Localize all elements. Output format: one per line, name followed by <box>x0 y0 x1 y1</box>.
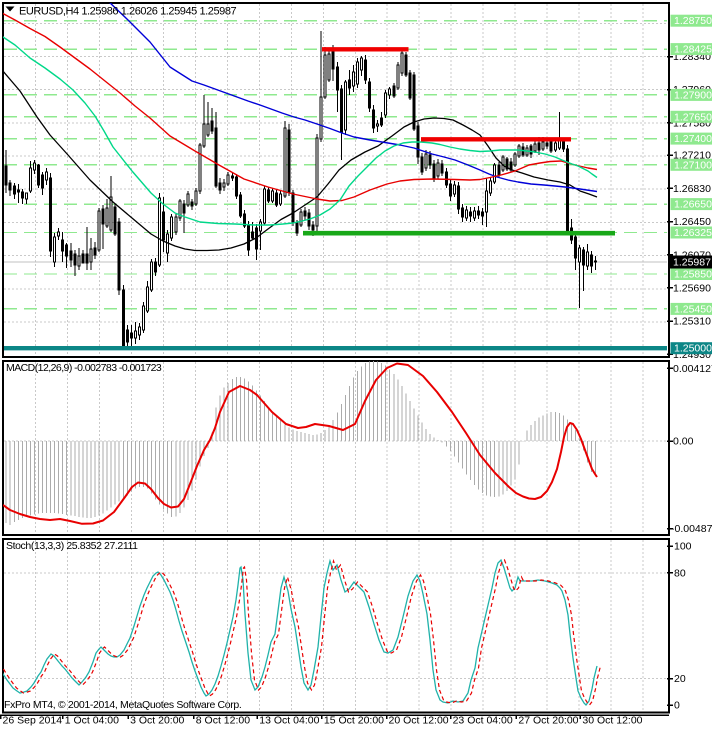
svg-text:MACD(12,26,9) -0.002783 -0.001: MACD(12,26,9) -0.002783 -0.001723 <box>6 362 162 374</box>
svg-text:1.25690: 1.25690 <box>673 282 711 294</box>
svg-text:1.25987: 1.25987 <box>673 257 711 269</box>
svg-text:1.27400: 1.27400 <box>674 133 712 145</box>
svg-text:EURUSD,H4 1.25986 1.26026 1.2: EURUSD,H4 1.25986 1.26026 1.25945 1.2598… <box>19 6 237 18</box>
svg-text:1.27900: 1.27900 <box>674 89 712 101</box>
svg-text:80: 80 <box>674 567 686 579</box>
svg-text:1.25850: 1.25850 <box>674 268 712 280</box>
svg-text:20: 20 <box>674 673 686 685</box>
svg-text:0.00: 0.00 <box>673 436 694 448</box>
svg-text:20 Oct 12:00: 20 Oct 12:00 <box>389 715 449 727</box>
svg-text:0.004127: 0.004127 <box>673 363 712 375</box>
svg-text:0: 0 <box>674 700 680 712</box>
svg-text:-0.00487: -0.00487 <box>671 523 712 535</box>
svg-text:30 Oct 12:00: 30 Oct 12:00 <box>582 715 642 727</box>
svg-text:1.28425: 1.28425 <box>674 44 712 56</box>
svg-text:100: 100 <box>674 541 692 553</box>
svg-text:1.25000: 1.25000 <box>674 343 712 355</box>
svg-text:8 Oct 12:00: 8 Oct 12:00 <box>196 715 250 727</box>
svg-text:1.28750: 1.28750 <box>674 15 712 27</box>
svg-text:1.27100: 1.27100 <box>674 159 712 171</box>
svg-text:15 Oct 20:00: 15 Oct 20:00 <box>324 715 384 727</box>
svg-text:23 Oct 04:00: 23 Oct 04:00 <box>453 715 513 727</box>
svg-text:26 Sep 2014: 26 Sep 2014 <box>3 715 63 727</box>
svg-text:Stoch(13,3,3) 25.8352 27.2111: Stoch(13,3,3) 25.8352 27.2111 <box>6 540 138 552</box>
svg-text:1.26450: 1.26450 <box>673 216 711 228</box>
svg-text:1.27650: 1.27650 <box>674 111 712 123</box>
svg-text:FxPro MT4, © 2001-2014, MetaQu: FxPro MT4, © 2001-2014, MetaQuotes Softw… <box>4 699 241 711</box>
svg-text:1.26650: 1.26650 <box>674 199 712 211</box>
svg-text:3 Oct 20:00: 3 Oct 20:00 <box>130 715 184 727</box>
svg-text:1.26830: 1.26830 <box>673 183 711 195</box>
svg-text:27 Oct 20:00: 27 Oct 20:00 <box>518 715 578 727</box>
svg-text:1.25310: 1.25310 <box>673 316 711 328</box>
svg-text:1.27210: 1.27210 <box>673 150 711 162</box>
svg-text:1.25450: 1.25450 <box>674 303 712 315</box>
svg-text:1.26325: 1.26325 <box>674 227 712 239</box>
svg-text:1 Oct 04:00: 1 Oct 04:00 <box>65 715 119 727</box>
svg-text:13 Oct 04:00: 13 Oct 04:00 <box>259 715 319 727</box>
